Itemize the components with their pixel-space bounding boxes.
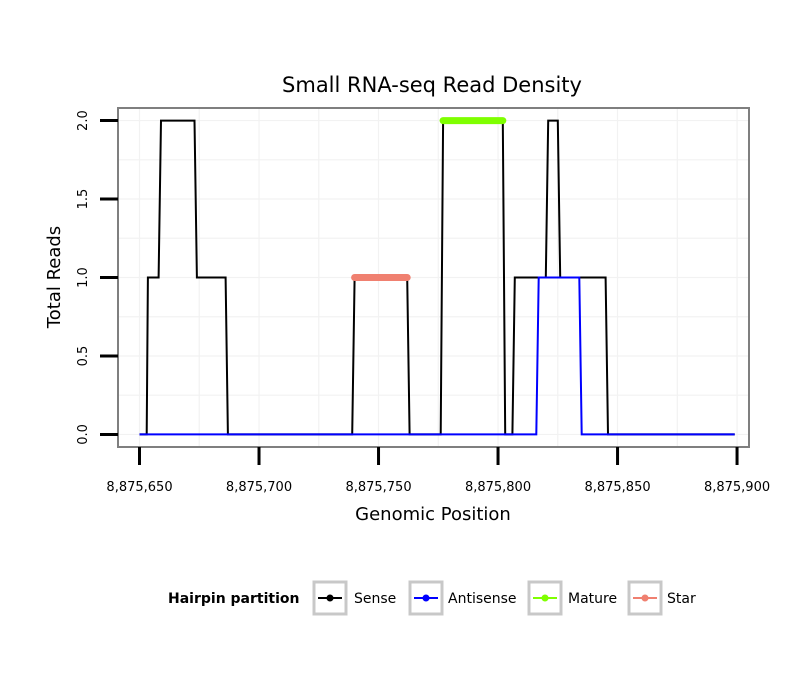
legend-label: Sense [354,591,396,607]
legend-item-mature: Mature [527,580,617,616]
legend-key-point [326,594,334,602]
legend: Hairpin partition Sense Antisense Mature St… [168,580,696,616]
y-tick-label: 0.5 [76,346,91,367]
y-tick-label: 2.0 [76,110,91,131]
legend-item-star: Star [627,580,696,616]
x-tick-label: 8,875,650 [106,480,172,495]
series-line-antisense [139,276,735,436]
legend-label: Star [667,591,696,607]
legend-items: Sense Antisense Mature Star [312,580,696,616]
legend-title: Hairpin partition [168,591,299,607]
x-axis-ticks: 8,875,650 8,875,700 8,875,750 8,875,800 8,87… [106,447,770,495]
x-tick-label: 8,875,750 [345,480,411,495]
legend-label: Antisense [448,591,517,607]
x-tick-label: 8,875,850 [584,480,650,495]
legend-key-point [422,594,430,602]
y-axis-label: Total Reads [44,226,65,329]
chart-title: Small RNA-seq Read Density [282,73,582,97]
y-tick-label: 1.5 [76,189,91,210]
x-tick-label: 8,875,800 [465,480,531,495]
legend-label: Mature [568,591,617,607]
legend-key-point [641,594,649,602]
series-layer [139,117,735,436]
legend-item-antisense: Antisense [408,580,517,616]
x-tick-label: 8,875,900 [704,480,770,495]
y-tick-label: 1.0 [76,267,91,288]
x-axis-label: Genomic Position [355,504,511,525]
y-axis-ticks: 0.0 0.5 1.0 1.5 2.0 [76,110,118,445]
x-tick-label: 8,875,700 [226,480,292,495]
y-tick-label: 0.0 [76,424,91,445]
legend-item-sense: Sense [312,580,396,616]
legend-key-point [541,594,549,602]
